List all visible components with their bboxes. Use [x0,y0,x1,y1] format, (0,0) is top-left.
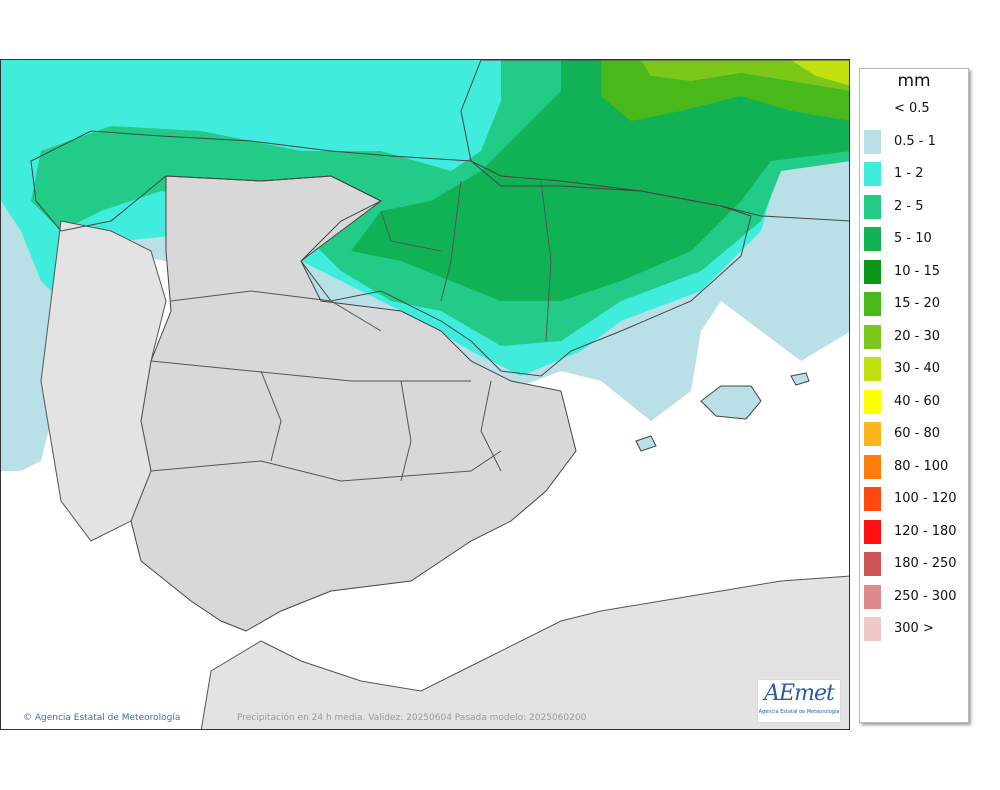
legend-item: 120 - 180 [864,519,964,544]
precipitation-legend: mm < 0.5 0.5 - 1 1 - 2 2 - 5 5 - 10 10 - 15 15… [859,68,969,723]
legend-label: 1 - 2 [894,166,924,181]
legend-swatch [864,194,881,219]
legend-item: 0.5 - 1 [864,129,964,154]
legend-label: 180 - 250 [894,556,957,571]
legend-item: 180 - 250 [864,552,964,576]
north-africa-land [200,575,849,729]
legend-label: 120 - 180 [894,523,957,539]
precip-band-30-40 [791,60,849,86]
legend-item: < 0.5 [864,97,964,121]
legend-item: 80 - 100 [864,454,964,479]
legend-label: < 0.5 [894,101,930,116]
legend-item: 100 - 120 [864,487,964,511]
legend-swatch [864,454,881,479]
precipitation-map: © Agencia Estatal de Meteorología Precip… [0,59,850,730]
legend-swatch [864,227,881,251]
legend-label: 30 - 40 [894,361,941,376]
legend-label: 100 - 120 [894,491,957,506]
logo-subtitle: Agencia Estatal de Meteorología [758,709,840,715]
legend-swatch [864,422,881,446]
legend-label: 5 - 10 [894,231,932,246]
legend-swatch [864,97,881,121]
legend-item: 20 - 30 [864,324,964,349]
logo-word: AEmet [764,681,835,706]
legend-label: 40 - 60 [894,393,941,409]
legend-label: 2 - 5 [894,198,924,214]
credit-label: Agencia Estatal de Meteorología [34,713,181,723]
legend-label: 80 - 100 [894,458,949,474]
legend-swatch [864,259,881,284]
legend-unit: mm [897,71,931,91]
precip-band-5-10 [351,60,849,301]
north-spain-outline [30,130,752,377]
legend-item: 10 - 15 [864,259,964,284]
validity-text: Precipitación en 24 h media. Validez: 20… [237,713,587,723]
legend-item: 300 > [864,617,964,641]
portugal-land [40,220,167,542]
credit-text: © Agencia Estatal de Meteorología [23,713,180,723]
legend-swatch [864,552,881,576]
menorca-island [790,372,810,386]
legend-swatch [864,324,881,349]
legend-swatch [864,584,881,609]
aemet-logo: AEmet Agencia Estatal de Meteorología [757,679,841,723]
legend-item: 40 - 60 [864,389,964,414]
ibiza-island [635,435,657,452]
legend-swatch [864,357,881,381]
legend-item: 1 - 2 [864,162,964,186]
legend-label: 15 - 20 [894,296,941,311]
legend-item: 15 - 20 [864,292,964,316]
legend-label: 20 - 30 [894,328,941,344]
legend-item: 250 - 300 [864,584,964,609]
map-canvas [1,60,849,729]
legend-swatch [864,129,881,154]
legend-item: 2 - 5 [864,194,964,219]
legend-label: 250 - 300 [894,588,957,604]
region-borders [150,180,552,482]
legend-label: 60 - 80 [894,426,941,441]
legend-item: 5 - 10 [864,227,964,251]
legend-item: 30 - 40 [864,357,964,381]
legend-item: 60 - 80 [864,422,964,446]
legend-swatch [864,487,881,511]
legend-swatch [864,292,881,316]
legend-swatch [864,519,881,544]
legend-label: 300 > [894,621,934,636]
legend-swatch [864,389,881,414]
precip-band-20-30 [641,60,849,91]
legend-label: 10 - 15 [894,263,941,279]
legend-swatch [864,617,881,641]
mallorca-island [700,385,762,420]
copyright-icon: © [23,713,32,723]
legend-label: 0.5 - 1 [894,133,936,149]
legend-swatch [864,162,881,186]
